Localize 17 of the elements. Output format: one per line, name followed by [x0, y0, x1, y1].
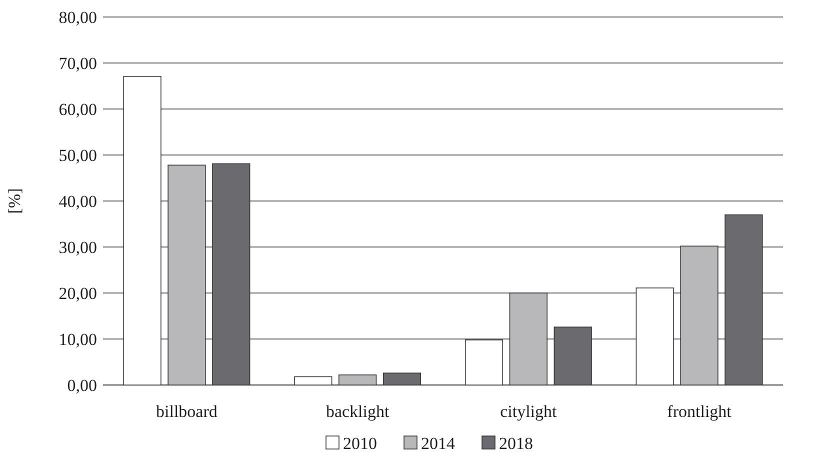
x-tick-label: billboard	[156, 402, 218, 421]
y-tick-label: 70,00	[58, 54, 97, 73]
y-tick-label: 60,00	[58, 100, 97, 119]
x-tick-label: citylight	[500, 402, 558, 421]
y-axis-title: [%]	[5, 188, 24, 214]
y-tick-label: 50,00	[58, 146, 97, 165]
y-tick-label: 0,00	[67, 376, 97, 395]
legend-label: 2014	[421, 434, 456, 453]
y-tick-label: 80,00	[58, 8, 97, 27]
legend-label: 2018	[499, 434, 533, 453]
y-tick-label: 20,00	[58, 284, 97, 303]
y-tick-label: 30,00	[58, 238, 97, 257]
y-tick-label: 10,00	[58, 330, 97, 349]
x-tick-label: frontlight	[667, 402, 732, 421]
y-tick-label: 40,00	[58, 192, 97, 211]
x-tick-label: backlight	[326, 402, 390, 421]
legend-label: 2010	[343, 434, 377, 453]
